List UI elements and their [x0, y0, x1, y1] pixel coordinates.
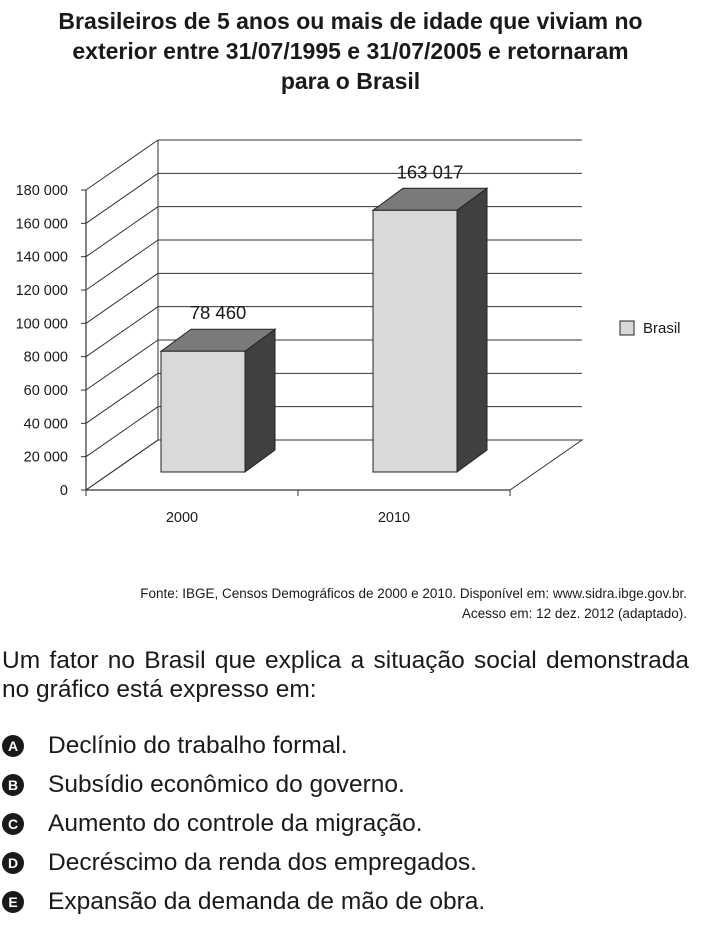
- option-d-text: Decréscimo da renda dos empregados.: [48, 848, 477, 876]
- option-e-badge: E: [2, 890, 24, 913]
- x-tick-label: 2010: [378, 510, 410, 526]
- gridline-depth: [85, 406, 159, 458]
- y-tick-label: 60 000: [24, 383, 68, 399]
- y-tick-label: 40 000: [24, 416, 68, 432]
- gridline-depth: [85, 139, 159, 191]
- gridline-depth: [85, 206, 159, 258]
- option-d-badge: D: [2, 851, 24, 874]
- bar-side-2010: [456, 187, 488, 473]
- gridline-depth: [85, 239, 159, 291]
- y-tick-label: 20 000: [24, 450, 68, 466]
- answer-options: A Declínio do trabalho formal. B Subsídio …: [2, 726, 692, 921]
- y-tick-label: 140 000: [16, 250, 68, 266]
- data-label: 163 017: [397, 161, 464, 182]
- legend-label: Brasil: [643, 320, 681, 337]
- chart-floor: [84, 439, 584, 491]
- chart-title-line-3: para o Brasil: [280, 68, 421, 94]
- legend-swatch: [619, 320, 635, 336]
- y-tick-label: 0: [60, 483, 68, 499]
- bar-side-2000: [244, 328, 276, 473]
- gridline-depth: [85, 339, 159, 391]
- gridline-depth: [85, 439, 159, 491]
- y-tick-label: 160 000: [16, 216, 68, 232]
- option-e-text: Expansão da demanda de mão de obra.: [48, 887, 486, 915]
- data-label: 78 460: [190, 302, 247, 323]
- option-b-text: Subsídio econômico do governo.: [48, 770, 405, 798]
- bar-chart-3d: 0 20 000 40 000 60 000 80 000 100 000 120 000 1…: [16, 139, 681, 526]
- y-tick-label: 80 000: [24, 350, 68, 366]
- option-c-text: Aumento do controle da migração.: [48, 809, 423, 837]
- y-tick-label: 180 000: [16, 183, 68, 199]
- option-c[interactable]: C Aumento do controle da migração.: [2, 804, 692, 843]
- option-b[interactable]: B Subsídio econômico do governo.: [2, 765, 692, 804]
- option-a-text: Declínio do trabalho formal.: [48, 731, 348, 759]
- option-a[interactable]: A Declínio do trabalho formal.: [2, 726, 692, 765]
- option-d[interactable]: D Decréscimo da renda dos empregados.: [2, 843, 692, 882]
- y-tick-label: 120 000: [16, 283, 68, 299]
- source-line-1: Fonte: IBGE, Censos Demográficos de 2000…: [140, 586, 687, 601]
- source-line-2: Acesso em: 12 dez. 2012 (adaptado).: [461, 606, 687, 621]
- gridline-depth: [85, 272, 159, 324]
- gridline-depth: [85, 172, 159, 224]
- option-c-badge: C: [2, 812, 24, 835]
- chart-title-line-1: Brasileiros de 5 anos ou mais de idade q…: [58, 8, 643, 34]
- question-text: Um fator no Brasil que explica a situaçã…: [2, 647, 689, 703]
- y-tick-label: 100 000: [16, 316, 68, 332]
- chart-title-line-2: exterior entre 31/07/1995 e 31/07/2005 e…: [72, 38, 629, 64]
- bar-2010: [372, 209, 458, 473]
- chart-title: Brasileiros de 5 anos ou mais de idade q…: [0, 6, 701, 96]
- bar-2000: [160, 350, 246, 473]
- option-e[interactable]: E Expansão da demanda de mão de obra.: [2, 882, 692, 921]
- option-a-badge: A: [2, 734, 24, 757]
- option-b-badge: B: [2, 773, 24, 796]
- x-tick-label: 2000: [166, 510, 198, 526]
- gridline-depth: [85, 306, 159, 358]
- chart-source: Fonte: IBGE, Censos Demográficos de 2000…: [7, 584, 687, 624]
- gridline-depth: [85, 372, 159, 424]
